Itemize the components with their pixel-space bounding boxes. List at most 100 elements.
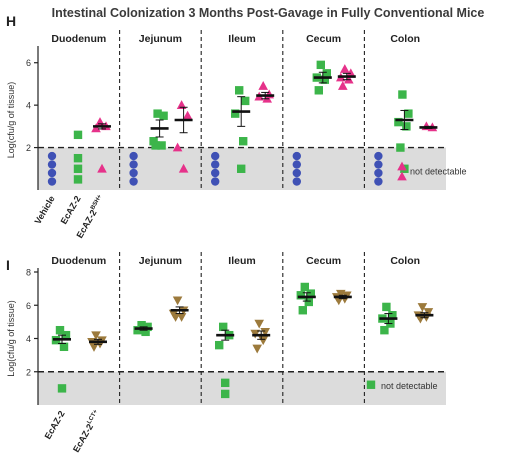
series-cecum-vehicle [292,151,301,186]
data-point [231,109,240,118]
data-point [176,313,187,322]
data-point [423,308,434,317]
data-point [241,96,250,106]
legend-marker [366,380,376,389]
data-point [344,74,354,84]
data-point [260,328,270,337]
figure-title: Intestinal Colonization 3 Months Post-Ga… [52,6,485,20]
panel-letter-i: I [6,257,10,273]
series-duodenum-ecaz-2 [51,325,71,393]
segment-label-colon: Colon [390,255,420,267]
data-point [258,81,268,90]
not-detected-point [129,177,138,186]
data-point [73,130,83,140]
segment-label-cecum: Cecum [306,255,341,267]
series-ileum-vehicle [211,151,220,186]
legend-marker [397,161,407,171]
not-detected-point [374,177,383,186]
data-point [141,327,150,337]
legend-marker [397,171,407,181]
not-detected-point [47,177,57,186]
not-detected-point [237,164,246,173]
not-detected-point [211,177,220,186]
not-detected-point [211,168,220,178]
data-point [304,297,313,307]
data-point [170,313,181,322]
not-detected-point [47,151,57,161]
data-point [176,100,187,109]
not-detected-point [73,164,83,173]
series-ileum-ecaz-2 [231,86,251,173]
panel-i-plot: 2 4 6 8 Log(cfu/g of tissue) Duodenum Jejunum I… [6,252,446,454]
data-point [133,325,142,335]
series-colon-ecaz-2lct [413,303,434,324]
group-label-ecaz-2: EcAZ-2 [59,194,83,226]
series-duodenum-ecaz-2lct [87,331,107,352]
group-label-ecaz-2lct: EcAZ-2LCT+ [71,409,103,454]
data-point [322,69,331,78]
data-point [296,291,305,300]
not-detected-point [47,168,57,178]
not-detected-point [292,151,301,161]
data-point [380,325,389,335]
data-point [91,123,101,133]
data-point [382,302,391,312]
data-point [252,344,262,354]
series-jejunum-ecaz-2 [149,109,169,150]
not-detectable-band [38,371,446,405]
segment-label-ileum: Ileum [228,255,255,267]
data-point [239,137,248,146]
data-point [306,289,315,298]
series-cecum-ecaz-2 [296,282,316,315]
data-point [254,319,264,329]
series-ileum-ecaz-2bsh [254,81,275,103]
data-point [388,311,397,320]
y-tick-label: 2 [26,143,31,153]
data-point [404,109,413,118]
data-point [182,110,193,120]
not-detected-point [211,160,220,169]
not-detected-point [73,153,83,163]
series-ileum-ecaz-2 [215,322,235,399]
data-point [298,306,307,315]
not-detected-point [292,160,301,169]
data-point [415,314,426,324]
y-tick-label: 6 [26,58,31,68]
not-detected-point [374,168,383,178]
data-point [159,111,168,120]
data-point [95,117,105,126]
data-point [55,325,65,335]
data-point [172,142,183,152]
legend-label: not detectable [381,381,438,391]
y-tick-label: 2 [26,367,31,377]
data-point [262,93,272,103]
y-tick-label: 4 [26,101,31,111]
not-detected-point [57,384,67,393]
not-detected-point [211,151,220,161]
legend-not-detectable: not detectable [397,161,467,181]
data-point [402,122,411,131]
series-jejunum-ecaz-2lct [168,296,189,322]
segment-label-jejunum: Jejunum [139,33,182,45]
segment-label-jejunum: Jejunum [139,255,182,267]
series-colon-ecaz-2bsh [419,121,438,132]
panel-h-plot: 2 4 6 Log(cfu/g of tissue) Duodenum Jejunum Il… [6,30,467,240]
data-point [235,86,244,95]
not-detected-point [178,163,189,173]
not-detected-point [221,378,230,388]
data-point [153,109,162,118]
data-point [398,90,407,99]
data-point [340,64,350,73]
not-detected-point [292,177,301,186]
group-label-superscript: BSH+ [90,194,104,211]
series-jejunum-vehicle [129,151,138,186]
data-point [151,141,160,150]
data-point [314,86,323,95]
data-point [394,117,403,127]
data-point [338,81,348,90]
not-detected-point [374,160,383,169]
series-colon-ecaz-2 [378,302,398,335]
y-tick-label: 8 [26,268,31,278]
data-point [417,303,428,312]
